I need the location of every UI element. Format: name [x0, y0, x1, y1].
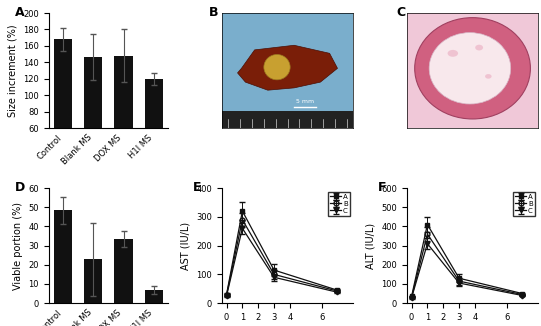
Bar	[84, 259, 102, 303]
Ellipse shape	[475, 45, 483, 51]
Legend: A, B, C: A, B, C	[328, 191, 350, 216]
Bar	[144, 290, 163, 303]
Bar	[144, 79, 163, 178]
Legend: A, B, C: A, B, C	[513, 191, 535, 216]
Text: F: F	[378, 181, 386, 194]
Text: D: D	[15, 181, 25, 194]
Bar	[54, 39, 72, 178]
Text: 5 mm: 5 mm	[296, 99, 314, 104]
Y-axis label: ALT (IU/L): ALT (IU/L)	[366, 223, 375, 269]
Ellipse shape	[264, 54, 290, 80]
Y-axis label: Size increment (%): Size increment (%)	[8, 24, 17, 117]
Text: B: B	[209, 6, 218, 19]
Text: C: C	[397, 6, 405, 19]
Text: A: A	[15, 6, 25, 19]
Polygon shape	[237, 45, 338, 90]
Bar	[84, 57, 102, 178]
FancyBboxPatch shape	[222, 111, 353, 128]
Bar	[115, 56, 133, 178]
Ellipse shape	[485, 74, 492, 79]
Text: E: E	[193, 181, 201, 194]
Ellipse shape	[447, 50, 458, 57]
Ellipse shape	[415, 18, 530, 119]
Bar	[115, 239, 133, 303]
Ellipse shape	[429, 33, 511, 104]
Bar	[54, 210, 72, 303]
Y-axis label: Viable portion (%): Viable portion (%)	[13, 201, 23, 289]
Y-axis label: AST (IU/L): AST (IU/L)	[181, 222, 190, 270]
